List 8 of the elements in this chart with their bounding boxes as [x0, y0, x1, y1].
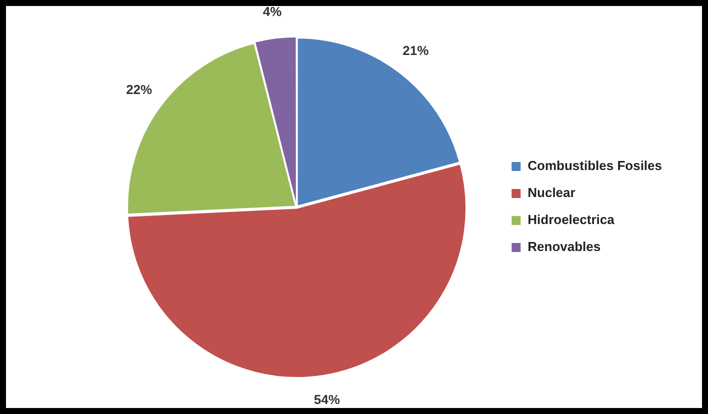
data-label: 4% [262, 4, 282, 20]
data-label: 54% [314, 392, 340, 408]
legend-label: Hidroelectrica [528, 212, 616, 228]
legend-label: Nuclear [528, 185, 576, 200]
data-label: 22% [126, 82, 153, 97]
data-label: 21% [402, 42, 430, 58]
legend-label: Renovables [528, 239, 601, 254]
legend-label: Combustibles Fosiles [528, 158, 662, 174]
